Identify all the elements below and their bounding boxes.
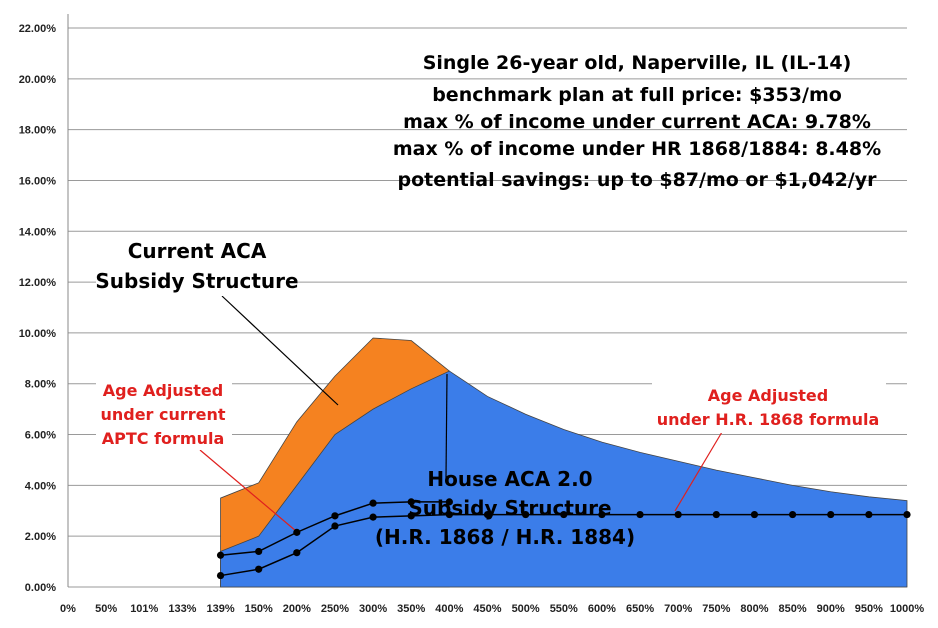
age-adjusted-hr1868-point <box>216 571 225 580</box>
x-tick-label: 450% <box>473 603 501 615</box>
x-tick-label: 550% <box>550 603 578 615</box>
current-aca-label-line-1: Current ACA <box>128 239 267 263</box>
age-adjusted-hr1868-point <box>674 510 682 519</box>
house-aca-label: House ACA 2.0 Subsidy Structure (H.R. 18… <box>375 467 635 549</box>
x-tick-label: 300% <box>359 603 387 615</box>
y-tick-label: 16.00% <box>19 175 57 187</box>
y-axis-ticks: 0.00% 2.00% 4.00% 6.00% 8.00% 10.00% 12.00% 14.… <box>19 23 57 594</box>
age-adjusted-current-line-1: Age Adjusted <box>103 381 223 400</box>
title-line-3: max % of income under current ACA: 9.78% <box>403 111 871 133</box>
x-tick-label: 139% <box>206 603 234 615</box>
x-tick-label: 350% <box>397 603 425 615</box>
house-aca-label-line-1: House ACA 2.0 <box>427 467 592 491</box>
area-series <box>220 337 908 588</box>
age-adjusted-hr1868-point <box>522 510 530 519</box>
x-tick-label: 750% <box>702 603 730 615</box>
x-tick-label: 900% <box>817 603 845 615</box>
age-adjusted-current-point <box>369 499 377 507</box>
age-adjusted-hr1868-line-1: Age Adjusted <box>708 386 828 405</box>
x-tick-label: 400% <box>435 603 463 615</box>
age-adjusted-hr1868-point <box>636 510 644 519</box>
title-line-1: Single 26-year old, Naperville, IL (IL-1… <box>423 52 852 74</box>
x-tick-label: 650% <box>626 603 654 615</box>
x-tick-label: 850% <box>779 603 807 615</box>
age-adjusted-current-line-2: under current <box>100 405 225 424</box>
house-aca-label-line-3: (H.R. 1868 / H.R. 1884) <box>375 525 635 549</box>
x-tick-label: 133% <box>168 603 196 615</box>
y-tick-label: 18.00% <box>19 125 57 137</box>
age-adjusted-hr1868-point <box>903 510 911 519</box>
age-adjusted-hr1868-point <box>331 522 339 530</box>
title-annotation: Single 26-year old, Naperville, IL (IL-1… <box>393 52 881 191</box>
y-tick-label: 20.00% <box>19 74 57 86</box>
y-tick-label: 0.00% <box>25 582 56 594</box>
house-aca-leader <box>445 373 448 479</box>
line-series <box>216 498 911 580</box>
age-adjusted-current-line-3: APTC formula <box>102 429 225 448</box>
age-adjusted-hr1868-point <box>369 513 377 521</box>
age-adjusted-hr1868-point <box>827 510 835 519</box>
y-tick-label: 10.00% <box>19 328 57 340</box>
y-tick-label: 14.00% <box>19 226 57 238</box>
title-line-4: max % of income under HR 1868/1884: 8.48… <box>393 138 881 160</box>
age-adjusted-current <box>216 498 453 559</box>
age-adjusted-hr1868-point <box>712 510 720 519</box>
x-tick-label: 50% <box>95 603 117 615</box>
x-tick-label: 500% <box>512 603 540 615</box>
y-tick-label: 2.00% <box>25 531 56 543</box>
title-line-2: benchmark plan at full price: $353/mo <box>432 84 842 106</box>
current-aca-label: Current ACA Subsidy Structure <box>95 236 299 296</box>
age-adjusted-current-point <box>407 498 415 506</box>
age-adjusted-hr1868-point <box>560 510 568 519</box>
x-tick-label: 600% <box>588 603 616 615</box>
age-adjusted-hr1868-leader <box>674 431 723 512</box>
age-adjusted-current-point <box>216 551 225 559</box>
x-tick-label: 700% <box>664 603 692 615</box>
age-adjusted-hr1868 <box>216 510 911 580</box>
age-adjusted-current-leader <box>199 449 297 532</box>
age-adjusted-hr1868-point <box>445 510 453 519</box>
current-aca-leader <box>221 295 339 406</box>
age-adjusted-current-point <box>255 547 263 556</box>
x-tick-label: 250% <box>321 603 349 615</box>
x-axis-ticks: 0% 50% 101% 133% 139% 150% 200% 250% 300% 350% 400… <box>60 603 924 615</box>
x-tick-label: 950% <box>855 603 883 615</box>
y-tick-label: 22.00% <box>19 23 57 35</box>
y-tick-label: 4.00% <box>25 480 56 492</box>
x-tick-label: 1000% <box>890 603 924 615</box>
house-aca-label-line-2: Subsidy Structure <box>408 496 611 520</box>
age-adjusted-current-label: Age Adjusted under current APTC formula <box>96 376 232 450</box>
age-adjusted-hr1868-point <box>483 510 492 519</box>
age-adjusted-hr1868-point <box>407 512 415 520</box>
age-adjusted-current-point <box>331 512 339 520</box>
x-tick-label: 200% <box>283 603 311 615</box>
y-tick-label: 6.00% <box>25 430 56 442</box>
age-adjusted-current-point <box>445 498 453 506</box>
age-adjusted-hr1868-point <box>788 510 797 519</box>
age-adjusted-hr1868-point <box>750 510 759 519</box>
x-tick-label: 150% <box>245 603 273 615</box>
y-tick-label: 8.00% <box>25 379 56 391</box>
title-line-5: potential savings: up to $87/mo or $1,04… <box>398 169 878 191</box>
age-adjusted-hr1868-label: Age Adjusted under H.R. 1868 formula <box>652 383 886 433</box>
age-adjusted-hr1868-point <box>293 549 301 557</box>
age-adjusted-hr1868-point <box>255 565 263 573</box>
y-tick-label: 12.00% <box>19 277 57 289</box>
age-adjusted-hr1868-point <box>598 510 606 519</box>
age-adjusted-hr1868-line-2: under H.R. 1868 formula <box>657 410 880 429</box>
house-aca-area <box>220 370 908 588</box>
current-aca-label-line-2: Subsidy Structure <box>95 269 298 293</box>
age-adjusted-hr1868-point <box>865 510 873 519</box>
x-tick-label: 0% <box>60 603 76 615</box>
x-tick-label: 800% <box>740 603 768 615</box>
leader-lines <box>199 295 723 532</box>
x-tick-label: 101% <box>130 603 158 615</box>
age-adjusted-current-point <box>293 528 301 536</box>
